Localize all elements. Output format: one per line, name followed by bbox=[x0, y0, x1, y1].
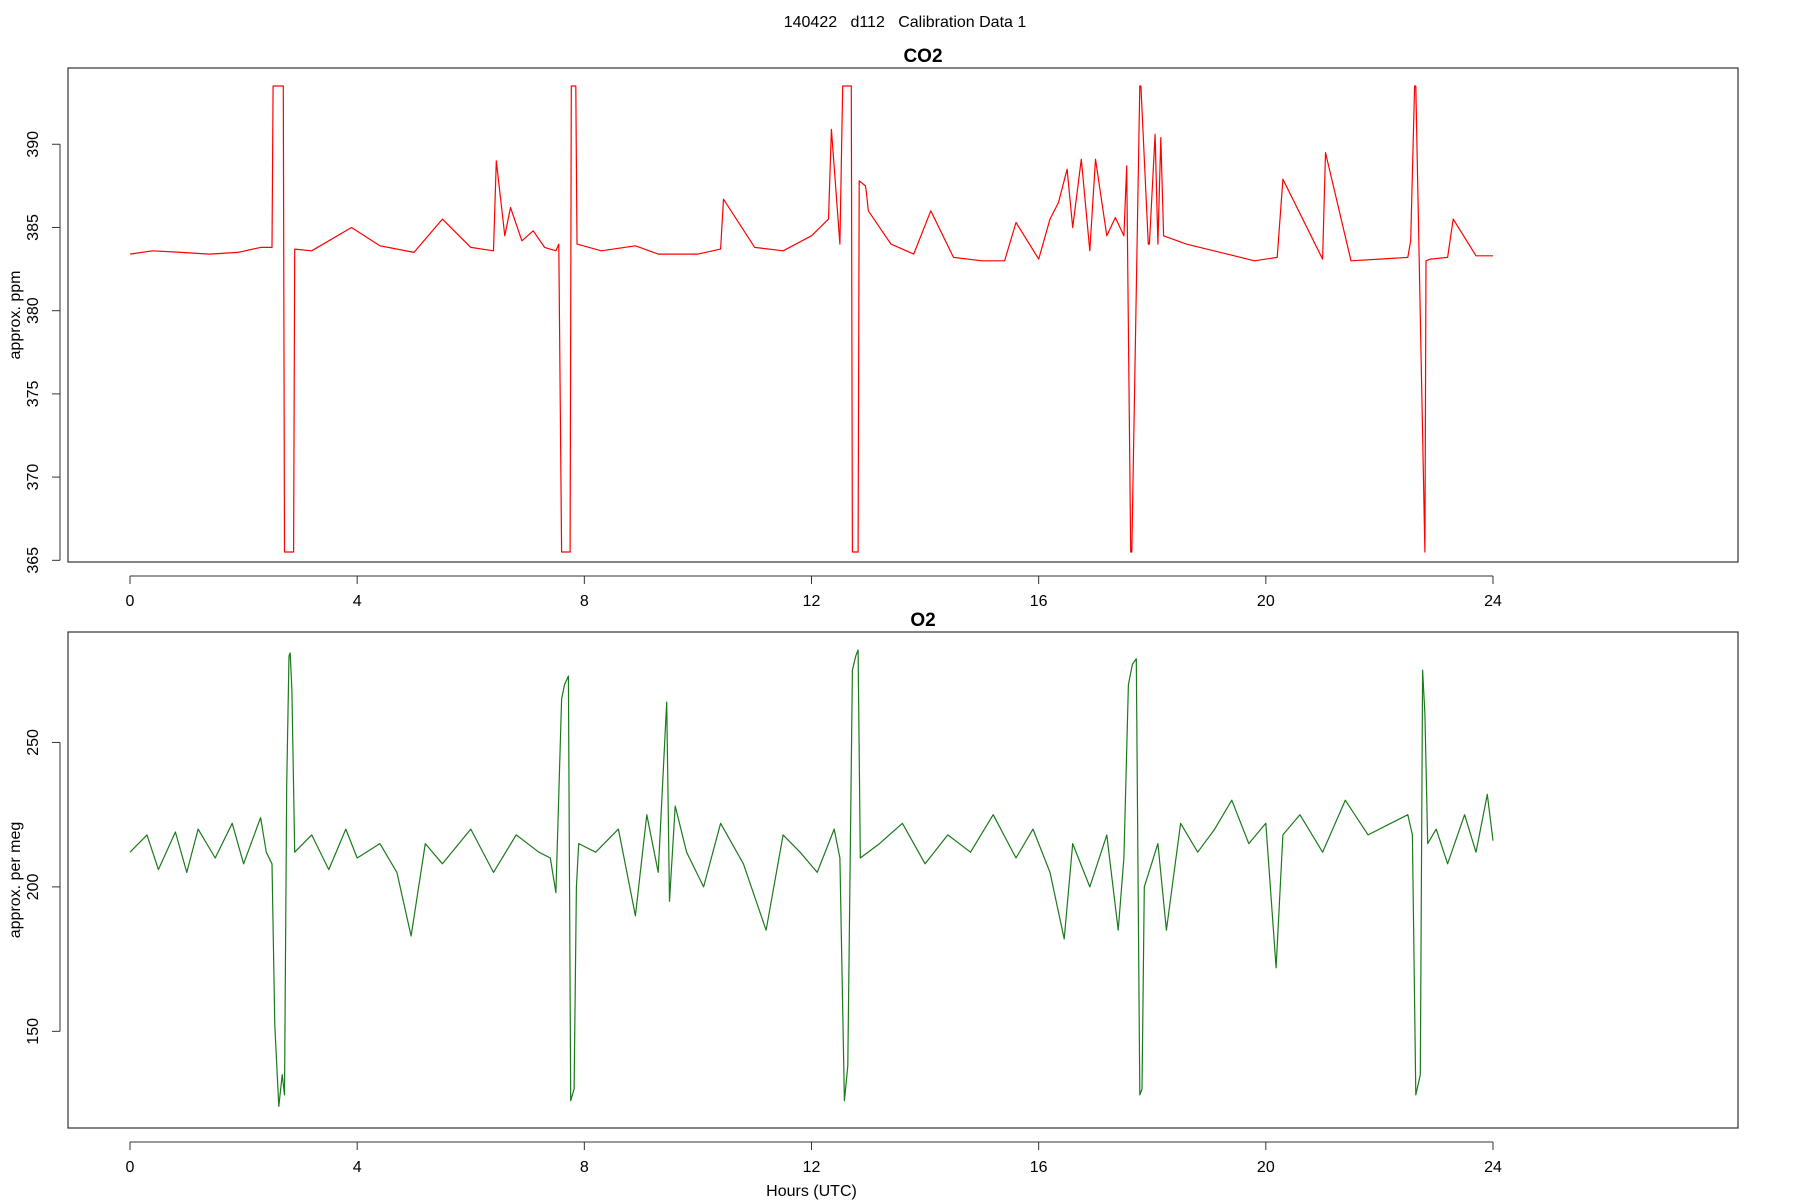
x-tick-label: 12 bbox=[803, 593, 821, 610]
chart-panels: CO2 0 4 8 12 16 20 24 365 370 375 380 385 390 approx. … bbox=[7, 46, 1739, 1200]
y-tick-label: 390 bbox=[25, 131, 42, 158]
y-tick-label: 365 bbox=[25, 547, 42, 574]
chart-panel-2: O2 0 4 8 12 16 20 24 150 200 250 approx. per meg Hou… bbox=[7, 610, 1739, 1200]
x-tick-label: 4 bbox=[353, 593, 362, 610]
plot-frame bbox=[67, 631, 1739, 1129]
x-axis-label: Hours (UTC) bbox=[766, 1183, 857, 1200]
y-tick-label: 370 bbox=[25, 464, 42, 491]
x-tick-label: 12 bbox=[803, 1159, 821, 1176]
x-tick-label: 0 bbox=[126, 593, 135, 610]
x-tick-label: 20 bbox=[1257, 1159, 1275, 1176]
chart-panel-1: CO2 0 4 8 12 16 20 24 365 370 375 380 385 390 approx. … bbox=[7, 46, 1739, 610]
x-tick-label: 16 bbox=[1030, 593, 1048, 610]
x-tick-label: 16 bbox=[1030, 1159, 1048, 1176]
y-axis-label: approx. ppm bbox=[7, 271, 24, 360]
y-tick-label: 150 bbox=[25, 1018, 42, 1045]
x-tick-label: 20 bbox=[1257, 593, 1275, 610]
x-tick-label: 24 bbox=[1484, 593, 1502, 610]
y-tick-label: 375 bbox=[25, 380, 42, 407]
y-axis-label: approx. per meg bbox=[7, 822, 24, 939]
x-tick-label: 8 bbox=[580, 593, 589, 610]
figure-title: 140422 d112 Calibration Data 1 bbox=[784, 14, 1027, 31]
panel-title: O2 bbox=[910, 610, 935, 631]
y-tick-label: 385 bbox=[25, 214, 42, 241]
panel-title: CO2 bbox=[903, 46, 942, 67]
plot-frame bbox=[67, 67, 1739, 563]
y-tick-label: 200 bbox=[25, 873, 42, 900]
series-line-co2 bbox=[129, 85, 1493, 553]
x-tick-label: 24 bbox=[1484, 1159, 1502, 1176]
x-tick-label: 4 bbox=[353, 1159, 362, 1176]
x-tick-label: 8 bbox=[580, 1159, 589, 1176]
y-tick-label: 250 bbox=[25, 729, 42, 756]
x-tick-label: 0 bbox=[126, 1159, 135, 1176]
series-line-o2 bbox=[129, 649, 1494, 1108]
y-tick-label: 380 bbox=[25, 297, 42, 324]
